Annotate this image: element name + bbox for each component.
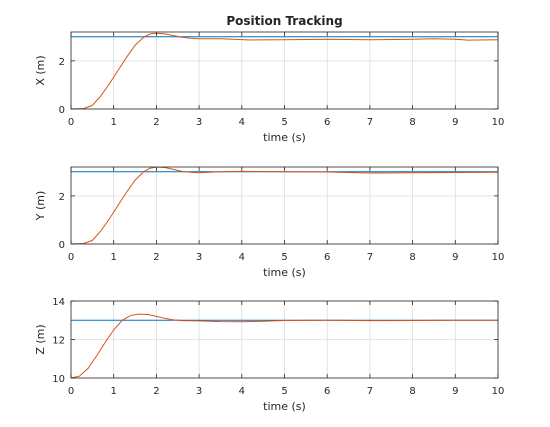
x-tick-label: 9	[452, 252, 458, 263]
y-tick-label: 10	[52, 374, 65, 385]
x-tick-label: 2	[153, 252, 159, 263]
y-tick-label: 2	[59, 57, 65, 68]
x-tick-label: 5	[281, 386, 287, 397]
x-tick-label: 8	[409, 386, 415, 397]
actual-line	[71, 313, 498, 378]
x-tick-label: 4	[239, 117, 245, 128]
x-tick-label: 8	[409, 117, 415, 128]
x-tick-label: 10	[492, 117, 505, 128]
x-tick-label: 9	[452, 386, 458, 397]
x-axis-label: time (s)	[263, 266, 306, 279]
x-tick-label: 5	[281, 252, 287, 263]
x-tick-label: 1	[111, 117, 117, 128]
y-axis-label: Y (m)	[34, 191, 47, 222]
x-tick-label: 7	[367, 252, 373, 263]
x-tick-label: 3	[196, 117, 202, 128]
x-tick-label: 3	[196, 252, 202, 263]
x-tick-label: 6	[324, 386, 330, 397]
x-tick-label: 2	[153, 386, 159, 397]
chart-title: Position Tracking	[226, 14, 342, 28]
y-tick-label: 12	[52, 336, 65, 347]
y-tick-label: 0	[59, 240, 65, 251]
subplot-1: 0 1 2 3 4 5 6 7 8 9 10 0 2 time (s) X (m) Position Trac…	[34, 14, 504, 144]
x-axis-label: time (s)	[263, 400, 306, 413]
y-axis-label: Z (m)	[34, 324, 47, 354]
x-tick-label: 1	[111, 252, 117, 263]
y-tick-label: 14	[52, 297, 65, 308]
x-tick-label: 3	[196, 386, 202, 397]
x-tick-label: 2	[153, 117, 159, 128]
x-tick-label: 6	[324, 117, 330, 128]
actual-line	[71, 167, 498, 244]
x-tick-label: 8	[409, 252, 415, 263]
actual-line	[71, 32, 498, 109]
x-tick-label: 10	[492, 386, 505, 397]
x-tick-label: 5	[281, 117, 287, 128]
y-axis-label: X (m)	[34, 55, 47, 85]
x-axis-label: time (s)	[263, 131, 306, 144]
x-tick-label: 7	[367, 386, 373, 397]
x-tick-label: 4	[239, 386, 245, 397]
x-tick-label: 1	[111, 386, 117, 397]
x-tick-label: 9	[452, 117, 458, 128]
x-tick-label: 0	[68, 252, 74, 263]
x-tick-label: 4	[239, 252, 245, 263]
x-tick-label: 10	[492, 252, 505, 263]
x-tick-label: 7	[367, 117, 373, 128]
x-tick-label: 0	[68, 386, 74, 397]
subplot-2: 0 1 2 3 4 5 6 7 8 9 10 0 2 time (s) Y (m)	[34, 166, 505, 279]
x-tick-label: 0	[68, 117, 74, 128]
x-tick-label: 6	[324, 252, 330, 263]
y-tick-label: 2	[59, 192, 65, 203]
y-tick-label: 0	[59, 105, 65, 116]
